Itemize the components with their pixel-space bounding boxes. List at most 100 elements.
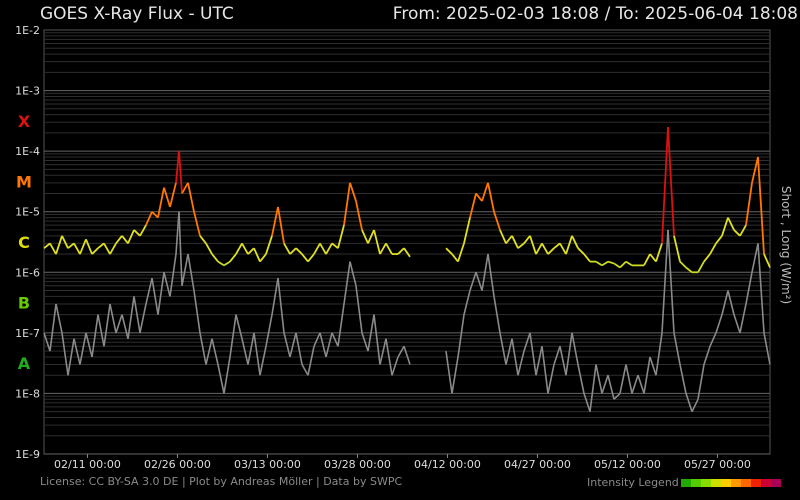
legend-swatch: [690, 478, 701, 487]
series-segment-short: [283, 332, 291, 358]
series-segment-short: [559, 346, 567, 376]
x-tick-label: 05/12 00:00: [594, 458, 661, 471]
series-segment-long: [757, 156, 765, 255]
series-segment-long: [751, 156, 759, 184]
flare-class-x: X: [18, 112, 31, 131]
series-segment-long: [289, 247, 297, 255]
series-segment-short: [55, 303, 63, 334]
series-segment-short: [751, 243, 759, 273]
date-range: From: 2025-02-03 18:08 / To: 2025-06-04 …: [392, 4, 798, 24]
series-segment-long: [73, 242, 81, 255]
series-segment-long: [379, 242, 387, 255]
series-segment-long: [385, 242, 393, 255]
series-segment-long: [61, 235, 69, 249]
series-segment-short: [607, 375, 615, 400]
series-segment-short: [178, 211, 183, 286]
series-segment-short: [133, 296, 141, 333]
series-segment-short: [535, 346, 543, 376]
legend-swatch: [760, 478, 771, 487]
series-segment-long: [283, 242, 291, 255]
series-segment-long: [541, 242, 549, 255]
series-segment-short: [319, 332, 327, 358]
series-segment-long: [157, 187, 165, 218]
series-segment-short: [385, 338, 393, 376]
series-segment-short: [145, 277, 153, 305]
series-segment-long: [97, 242, 105, 249]
flare-class-b: B: [18, 294, 30, 313]
series-segment-long: [67, 242, 75, 249]
series-segment-short: [325, 332, 333, 358]
series-segment-short: [295, 332, 303, 365]
series-segment-short: [625, 364, 633, 394]
series-segment-short: [631, 374, 639, 394]
series-segment-short: [745, 272, 753, 305]
series-segment-short: [475, 272, 483, 291]
series-segment-long: [613, 262, 621, 269]
series-segment-short: [463, 290, 471, 315]
series-segment-long: [493, 211, 501, 231]
series-segment-short: [223, 356, 231, 394]
series-segment-short: [355, 285, 363, 333]
series-segment-long: [475, 192, 483, 202]
series-segment-short: [721, 290, 729, 315]
intensity-legend-label: Intensity Legend: [587, 475, 679, 489]
x-tick-label: 04/12 00:00: [414, 458, 481, 471]
series-segment-long: [715, 235, 723, 244]
series-segment-long: [619, 260, 627, 269]
series-segment-short: [229, 314, 237, 358]
series-segment-long: [721, 217, 729, 237]
series-segment-long: [265, 235, 273, 255]
series-segment-long: [235, 242, 243, 255]
x-axis-labels: 02/11 00:00 02/26 00:00 03/13 00:00 03/28 0…: [54, 454, 751, 471]
series-segment-short: [445, 350, 453, 394]
series-segment-short: [685, 393, 693, 412]
series-segment-long: [331, 242, 339, 249]
series-segment-long: [109, 242, 117, 255]
series-segment-long: [199, 235, 207, 244]
series-segment-long: [139, 224, 147, 237]
series-segment-long: [271, 206, 279, 237]
series-segment-short: [487, 253, 495, 297]
series-segment-short: [397, 345, 405, 358]
series-segment-short: [121, 314, 129, 339]
x-tick-label: 04/27 00:00: [504, 458, 571, 471]
series-segment-short: [715, 314, 723, 334]
legend-swatch: [740, 478, 751, 487]
series-segment-long: [649, 253, 657, 263]
series-segment-short: [667, 229, 675, 333]
series-segment-long: [577, 247, 585, 255]
series-segment-short: [373, 314, 381, 365]
series-segment-short: [181, 253, 189, 286]
y-tick-label: 1E-9: [15, 448, 40, 461]
series-segment-short: [379, 338, 387, 365]
series-segment-short: [451, 356, 459, 394]
series-segment-long: [565, 235, 573, 255]
series-segment-short: [505, 338, 513, 365]
series-segment-long: [181, 182, 189, 194]
series-segment-short: [391, 356, 399, 376]
series-segment-long: [583, 253, 591, 263]
x-tick-label: 05/27 00:00: [684, 458, 751, 471]
series-segment-short: [583, 393, 591, 412]
series-segment-long: [85, 238, 93, 255]
series-segment-short: [691, 398, 699, 413]
series-segment-long: [301, 253, 309, 263]
series-segment-long: [661, 126, 669, 244]
series-segment-short: [97, 314, 105, 347]
series-segment-short: [733, 314, 741, 334]
series-segment-short: [187, 253, 195, 291]
series-segment-long: [361, 229, 369, 244]
series-segment-short: [163, 272, 171, 297]
y-axis-labels: 1E-9 1E-8 1E-7 1E-6 1E-5 1E-4 1E-3 1E-2: [15, 24, 40, 461]
intensity-legend: Intensity Legend: [587, 475, 781, 489]
series-segment-short: [739, 303, 747, 334]
series-segment-long: [241, 242, 249, 255]
series-segment-long: [445, 247, 453, 255]
series-segment-short: [637, 374, 645, 394]
series-segment-long: [595, 260, 603, 267]
series-segment-short: [517, 350, 525, 376]
series-segment-short: [307, 346, 315, 376]
series-segment-short: [643, 356, 651, 394]
series-segment-long: [229, 253, 237, 263]
